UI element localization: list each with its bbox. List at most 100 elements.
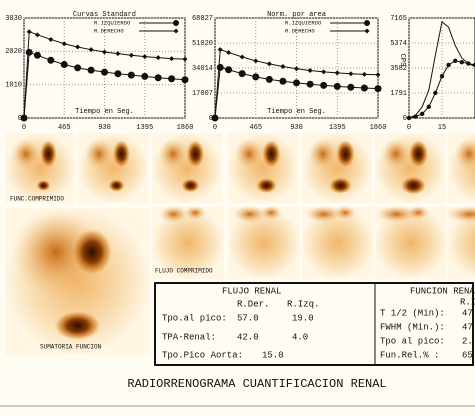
marker (128, 52, 134, 58)
marker (347, 83, 355, 91)
marker (21, 115, 27, 121)
uptake (260, 205, 283, 220)
value: 15.0 (262, 350, 284, 360)
marker (217, 47, 223, 53)
uptake (112, 140, 131, 168)
marker (360, 84, 368, 92)
value: 57.0 (237, 313, 259, 323)
marker (348, 71, 354, 77)
uptake (233, 205, 267, 223)
uptake (159, 205, 189, 223)
uptake (382, 138, 410, 170)
marker (361, 71, 367, 77)
uptake (159, 138, 187, 170)
marker (142, 54, 148, 60)
marker (320, 81, 328, 89)
marker (333, 82, 341, 90)
value: 65 (462, 350, 473, 360)
x-tick-label: 930 (98, 124, 111, 132)
marker (375, 72, 381, 78)
y-tick-label: 1010 (5, 82, 22, 90)
marker (439, 73, 445, 79)
value: 4.0 (292, 332, 308, 342)
y-tick-label: 68027 (192, 15, 213, 23)
legend-label: R.IZQUIERDO (94, 19, 131, 26)
marker (102, 49, 107, 55)
uptake (407, 205, 430, 220)
marker (334, 70, 340, 76)
image-label: FLUJO COMPRIMIDO (155, 268, 213, 275)
marker (74, 64, 82, 72)
footer-title: RADIORRENOGRAMA CUANTIFICACION RENAL (127, 377, 386, 391)
uptake (334, 205, 357, 220)
marker (280, 64, 286, 70)
y-tick-label: 17007 (192, 90, 213, 98)
marker (182, 56, 188, 62)
uptake (262, 140, 281, 168)
uptake (235, 138, 263, 170)
marker (446, 62, 451, 68)
marker (181, 76, 189, 84)
value: 47 (462, 308, 473, 318)
marker (47, 56, 55, 64)
funcion-title: FUNCION RENA (410, 286, 475, 296)
scan-tile (5, 133, 75, 203)
marker (60, 61, 68, 69)
marker (212, 115, 218, 121)
row-label: Tpo al pico: (380, 336, 445, 346)
uptake (304, 205, 343, 223)
marker (26, 29, 32, 35)
x-tick-label: 0 (22, 124, 26, 132)
uptake (40, 140, 57, 168)
row-label: FWHM (Min.): (380, 322, 445, 332)
curve (408, 20, 475, 119)
marker (225, 66, 233, 74)
marker (101, 68, 108, 76)
y-tick-label: 1791 (390, 90, 407, 98)
flujo-title: FLUJO RENAL (222, 286, 281, 296)
uptake (108, 179, 125, 192)
uptake (36, 179, 51, 192)
marker (420, 111, 425, 117)
uptake (186, 140, 205, 168)
uptake (375, 205, 418, 223)
marker (279, 77, 287, 85)
uptake (329, 177, 352, 194)
row-label: Fun.Rel.% : (380, 350, 439, 360)
marker (307, 68, 313, 74)
uptake (335, 140, 355, 168)
legend-marker (173, 20, 179, 26)
y-tick-label: 34014 (192, 65, 213, 73)
value: 2. (462, 336, 473, 346)
marker (226, 49, 232, 55)
x-tick-label: 0 (407, 124, 411, 132)
marker (61, 41, 67, 47)
y-tick-label: 0 (18, 115, 22, 123)
x-tick-label: 1395 (329, 124, 346, 132)
scan-tile (78, 133, 148, 203)
x-tick-label: 15 (438, 124, 446, 132)
uptake (85, 138, 113, 170)
marker (25, 48, 33, 56)
marker (75, 44, 81, 50)
marker (266, 61, 272, 67)
marker (374, 85, 382, 93)
legend-marker (364, 28, 370, 34)
x-tick-label: 465 (58, 124, 71, 132)
y-tick-label: 2020 (5, 48, 22, 56)
marker (33, 51, 41, 59)
x-tick-label: 930 (290, 124, 303, 132)
row-label: TPA-Renal: (162, 332, 216, 342)
col-header: R.Der. (237, 299, 269, 309)
uptake (71, 228, 113, 276)
legend-label: R.IZQUIERDO (285, 19, 322, 26)
marker (216, 63, 224, 71)
marker (88, 47, 94, 53)
uptake (455, 138, 475, 170)
x-tick-label: 0 (213, 124, 217, 132)
uptake (446, 205, 475, 223)
row-label: Tpo.al pico: (162, 313, 227, 323)
uptake (256, 177, 277, 194)
results-box (154, 282, 474, 366)
